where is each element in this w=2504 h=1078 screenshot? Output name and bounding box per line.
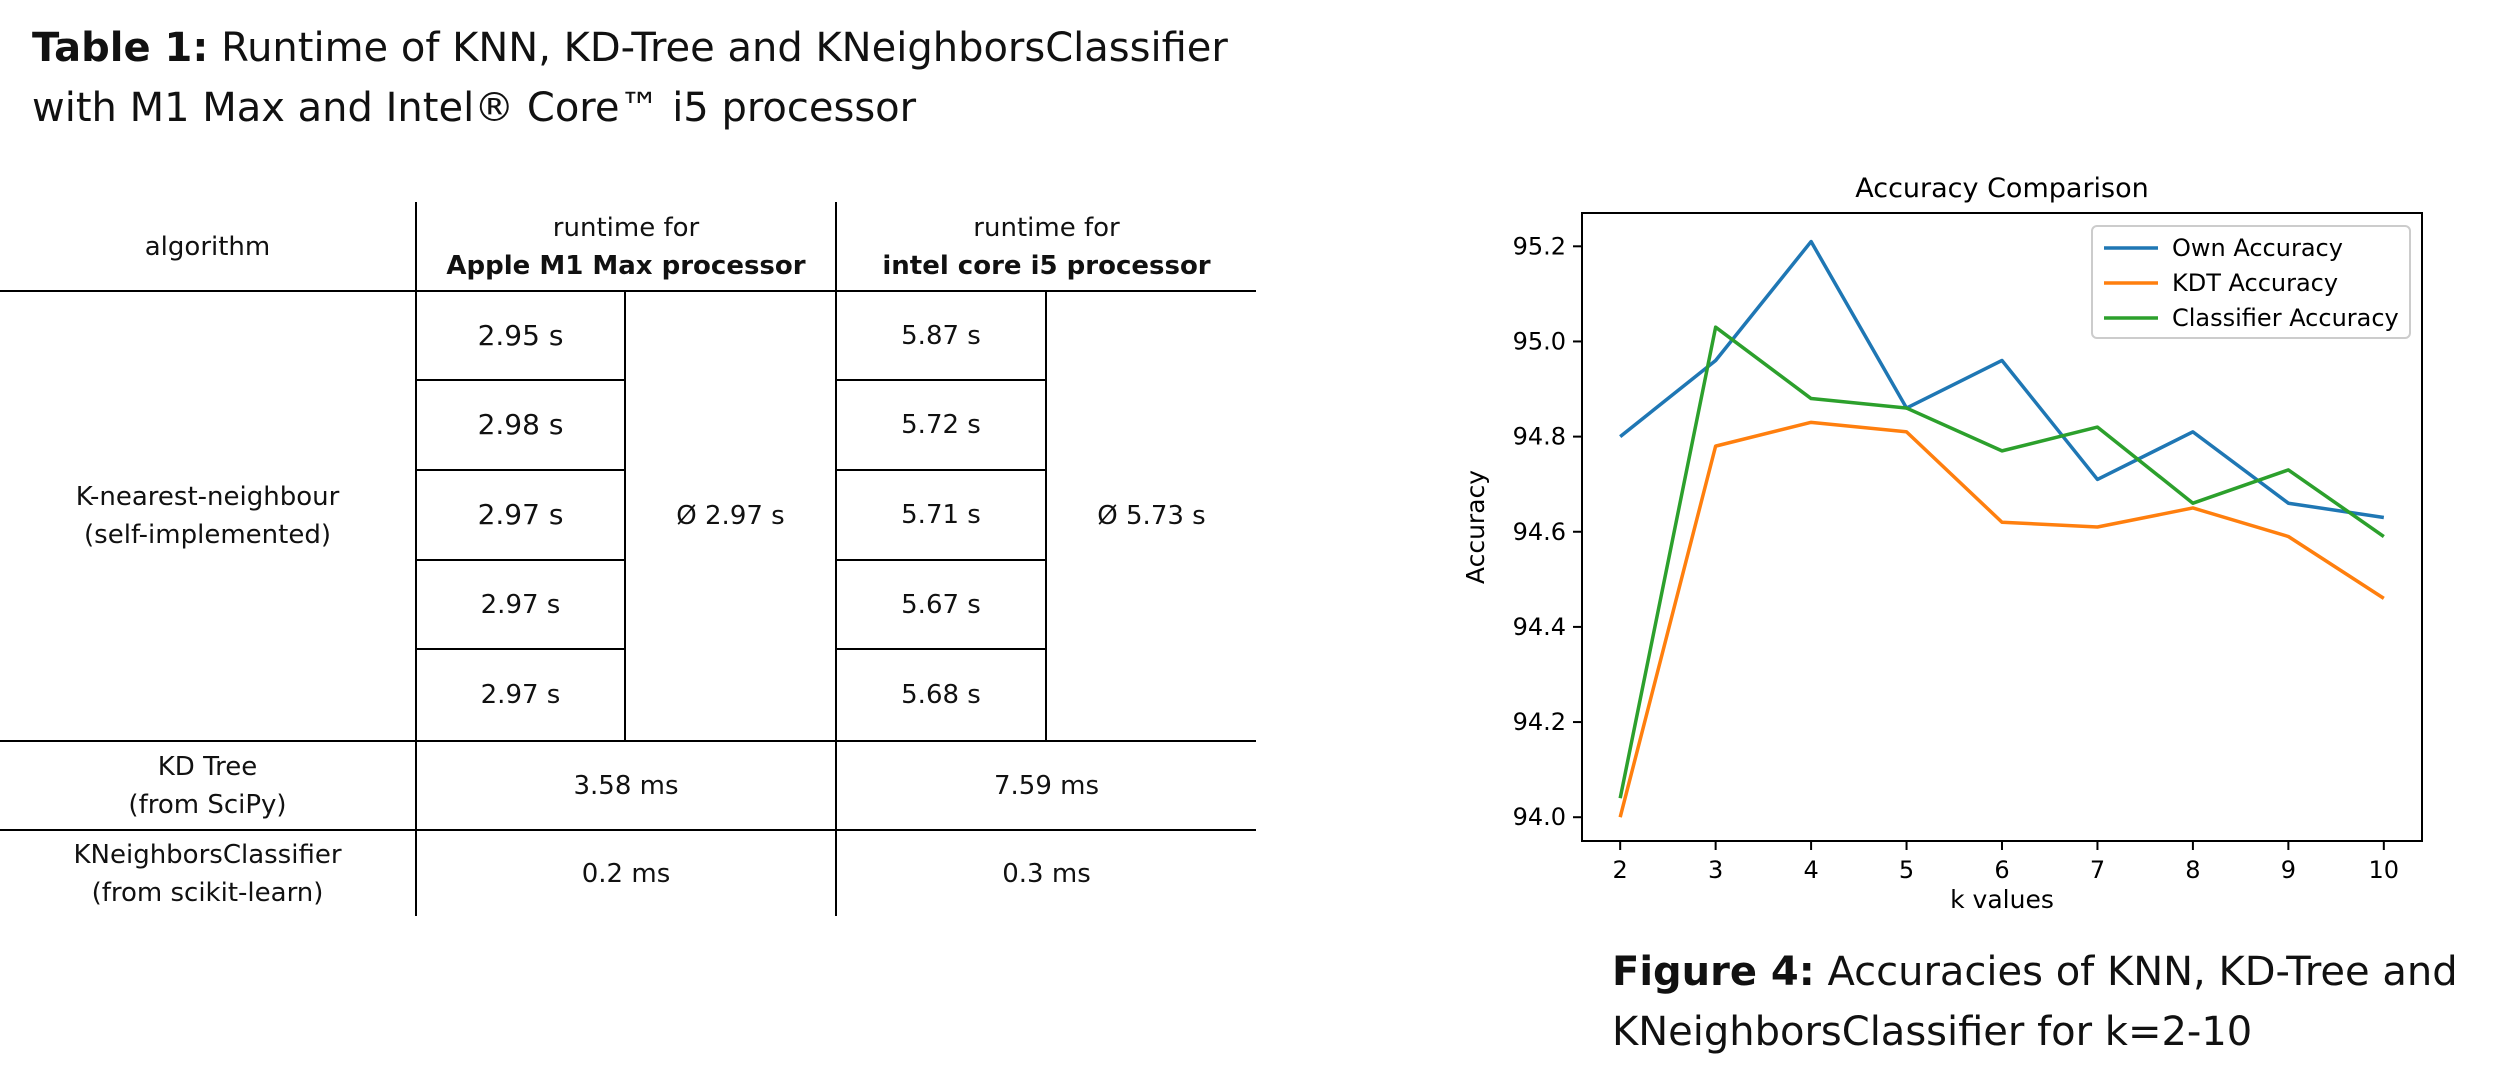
kdtree-name: KD Tree (from SciPy) bbox=[0, 742, 415, 829]
table-row-divider bbox=[416, 648, 624, 650]
table-row-divider bbox=[416, 559, 624, 561]
table-header-rule bbox=[0, 290, 1256, 292]
knn-m1-run: 2.97 s bbox=[417, 471, 624, 559]
knn-m1-average: Ø 2.97 s bbox=[626, 292, 835, 740]
table-row-divider bbox=[836, 559, 1046, 561]
kdtree-name-line2: (from SciPy) bbox=[128, 789, 287, 820]
kneighbors-name-line2: (from scikit-learn) bbox=[91, 877, 324, 908]
y-tick-label: 94.0 bbox=[1513, 803, 1566, 831]
figure-caption: Figure 4: Accuracies of KNN, KD-Tree and… bbox=[1612, 942, 2492, 1062]
x-tick-label: 4 bbox=[1803, 856, 1818, 884]
table-row-divider bbox=[416, 469, 624, 471]
header-algorithm: algorithm bbox=[0, 204, 415, 290]
knn-m1-run: 2.97 s bbox=[417, 650, 624, 740]
kdtree-m1: 3.58 ms bbox=[417, 742, 835, 829]
kneighbors-m1: 0.2 ms bbox=[417, 831, 835, 916]
kneighbors-i5: 0.3 ms bbox=[837, 831, 1256, 916]
y-tick-label: 94.6 bbox=[1513, 518, 1566, 546]
knn-i5-run-value: 5.71 s bbox=[901, 500, 981, 530]
table-row-rule bbox=[0, 829, 1256, 831]
knn-m1-run-value: 2.97 s bbox=[477, 498, 564, 531]
knn-i5-run: 5.72 s bbox=[837, 381, 1045, 469]
figure-caption-line1: Accuracies of KNN, KD-Tree and bbox=[1814, 949, 2458, 995]
chart-title: Accuracy Comparison bbox=[1855, 173, 2149, 204]
x-tick-label: 2 bbox=[1613, 856, 1628, 884]
knn-i5-run: 5.87 s bbox=[837, 292, 1045, 379]
accuracy-chart: Accuracy Comparison 2 3 4 5 6 7 8 9 10 94.0 94.2 94.… bbox=[1461, 173, 2423, 914]
y-tick-label: 95.0 bbox=[1513, 327, 1566, 355]
knn-m1-run-value: 2.98 s bbox=[477, 408, 564, 441]
knn-i5-run-value: 5.72 s bbox=[901, 410, 981, 440]
header-i5-line2: intel core i5 processor bbox=[882, 251, 1211, 281]
table-row-rule bbox=[0, 740, 1256, 742]
knn-i5-run: 5.71 s bbox=[837, 471, 1045, 559]
kdtree-i5: 7.59 ms bbox=[837, 742, 1256, 829]
table-caption-line1: Runtime of KNN, KD-Tree and KNeighborsCl… bbox=[208, 25, 1228, 71]
table-caption-line2: with M1 Max and Intel® Core™ i5 processo… bbox=[32, 85, 917, 131]
knn-i5-run-value: 5.67 s bbox=[901, 589, 981, 620]
legend-label: Own Accuracy bbox=[2172, 234, 2343, 262]
header-algorithm-label: algorithm bbox=[144, 232, 271, 262]
y-tick-label: 95.2 bbox=[1513, 232, 1566, 260]
series-line bbox=[1618, 325, 2385, 799]
kneighbors-name-line1: KNeighborsClassifier bbox=[73, 839, 342, 870]
x-tick-label: 3 bbox=[1708, 856, 1723, 884]
knn-i5-run: 5.67 s bbox=[837, 561, 1045, 648]
knn-i5-average-value: Ø 5.73 s bbox=[1097, 501, 1206, 531]
legend-label: KDT Accuracy bbox=[2172, 269, 2338, 297]
kdtree-i5-value: 7.59 ms bbox=[993, 770, 1100, 801]
figure-caption-line2: KNeighborsClassifier for k=2-10 bbox=[1612, 1009, 2253, 1055]
table-row-divider bbox=[836, 648, 1046, 650]
knn-i5-run: 5.68 s bbox=[837, 650, 1045, 740]
y-tick-label: 94.4 bbox=[1513, 613, 1566, 641]
table-column-rule bbox=[624, 291, 626, 740]
kdtree-name-line1: KD Tree bbox=[157, 751, 258, 782]
x-tick-label: 7 bbox=[2090, 856, 2105, 884]
knn-m1-run-value: 2.97 s bbox=[480, 680, 561, 710]
header-m1-line2: Apple M1 Max processor bbox=[446, 251, 806, 281]
series-line bbox=[1618, 420, 2385, 818]
x-tick-label: 9 bbox=[2281, 856, 2296, 884]
y-axis-label: Accuracy bbox=[1461, 470, 1490, 584]
table-caption: Table 1: Runtime of KNN, KD-Tree and KNe… bbox=[32, 18, 1232, 138]
table-column-rule bbox=[415, 202, 417, 916]
knn-i5-run-value: 5.68 s bbox=[901, 680, 981, 710]
header-i5-line1: runtime for bbox=[973, 213, 1120, 243]
knn-name: K-nearest-neighbour (self-implemented) bbox=[0, 292, 415, 740]
table-row-divider bbox=[836, 469, 1046, 471]
knn-m1-run-value: 2.95 s bbox=[477, 318, 564, 352]
table-column-rule bbox=[1045, 291, 1047, 740]
knn-i5-run-value: 5.87 s bbox=[901, 320, 981, 351]
legend-box bbox=[2091, 225, 2411, 339]
kdtree-m1-value: 3.58 ms bbox=[573, 770, 679, 801]
table-row-divider bbox=[416, 379, 624, 381]
kneighbors-name: KNeighborsClassifier (from scikit-learn) bbox=[0, 831, 415, 916]
table-caption-label: Table 1: bbox=[32, 25, 209, 71]
knn-name-line2: (self-implemented) bbox=[84, 520, 331, 550]
legend-label: Classifier Accuracy bbox=[2172, 304, 2399, 332]
knn-m1-run: 2.98 s bbox=[417, 381, 624, 469]
kneighbors-i5-value: 0.3 ms bbox=[1002, 858, 1091, 889]
knn-name-line1: K-nearest-neighbour bbox=[75, 482, 340, 512]
y-tick-label: 94.2 bbox=[1513, 708, 1566, 736]
table-row-divider bbox=[836, 379, 1046, 381]
knn-i5-average: Ø 5.73 s bbox=[1047, 292, 1256, 740]
header-m1-line1: runtime for bbox=[552, 213, 700, 243]
table-column-rule bbox=[835, 202, 837, 916]
x-tick-label: 8 bbox=[2185, 856, 2200, 884]
runtime-table: algorithm runtime for Apple M1 Max proce… bbox=[0, 0, 1260, 920]
y-tick-label: 94.8 bbox=[1513, 423, 1566, 451]
knn-m1-run: 2.97 s bbox=[417, 561, 624, 648]
header-m1: runtime for Apple M1 Max processor bbox=[417, 204, 835, 290]
x-tick-label: 6 bbox=[1994, 856, 2009, 884]
knn-m1-average-value: Ø 2.97 s bbox=[676, 501, 785, 531]
kneighbors-m1-value: 0.2 ms bbox=[581, 858, 671, 889]
x-tick-label: 5 bbox=[1899, 856, 1914, 884]
figure-caption-label: Figure 4: bbox=[1612, 949, 1815, 995]
x-tick-label: 10 bbox=[2369, 856, 2400, 884]
knn-m1-run: 2.95 s bbox=[417, 292, 624, 379]
knn-m1-run-value: 2.97 s bbox=[480, 589, 561, 620]
header-i5: runtime for intel core i5 processor bbox=[837, 204, 1256, 290]
x-axis-label: k values bbox=[1950, 885, 2054, 914]
